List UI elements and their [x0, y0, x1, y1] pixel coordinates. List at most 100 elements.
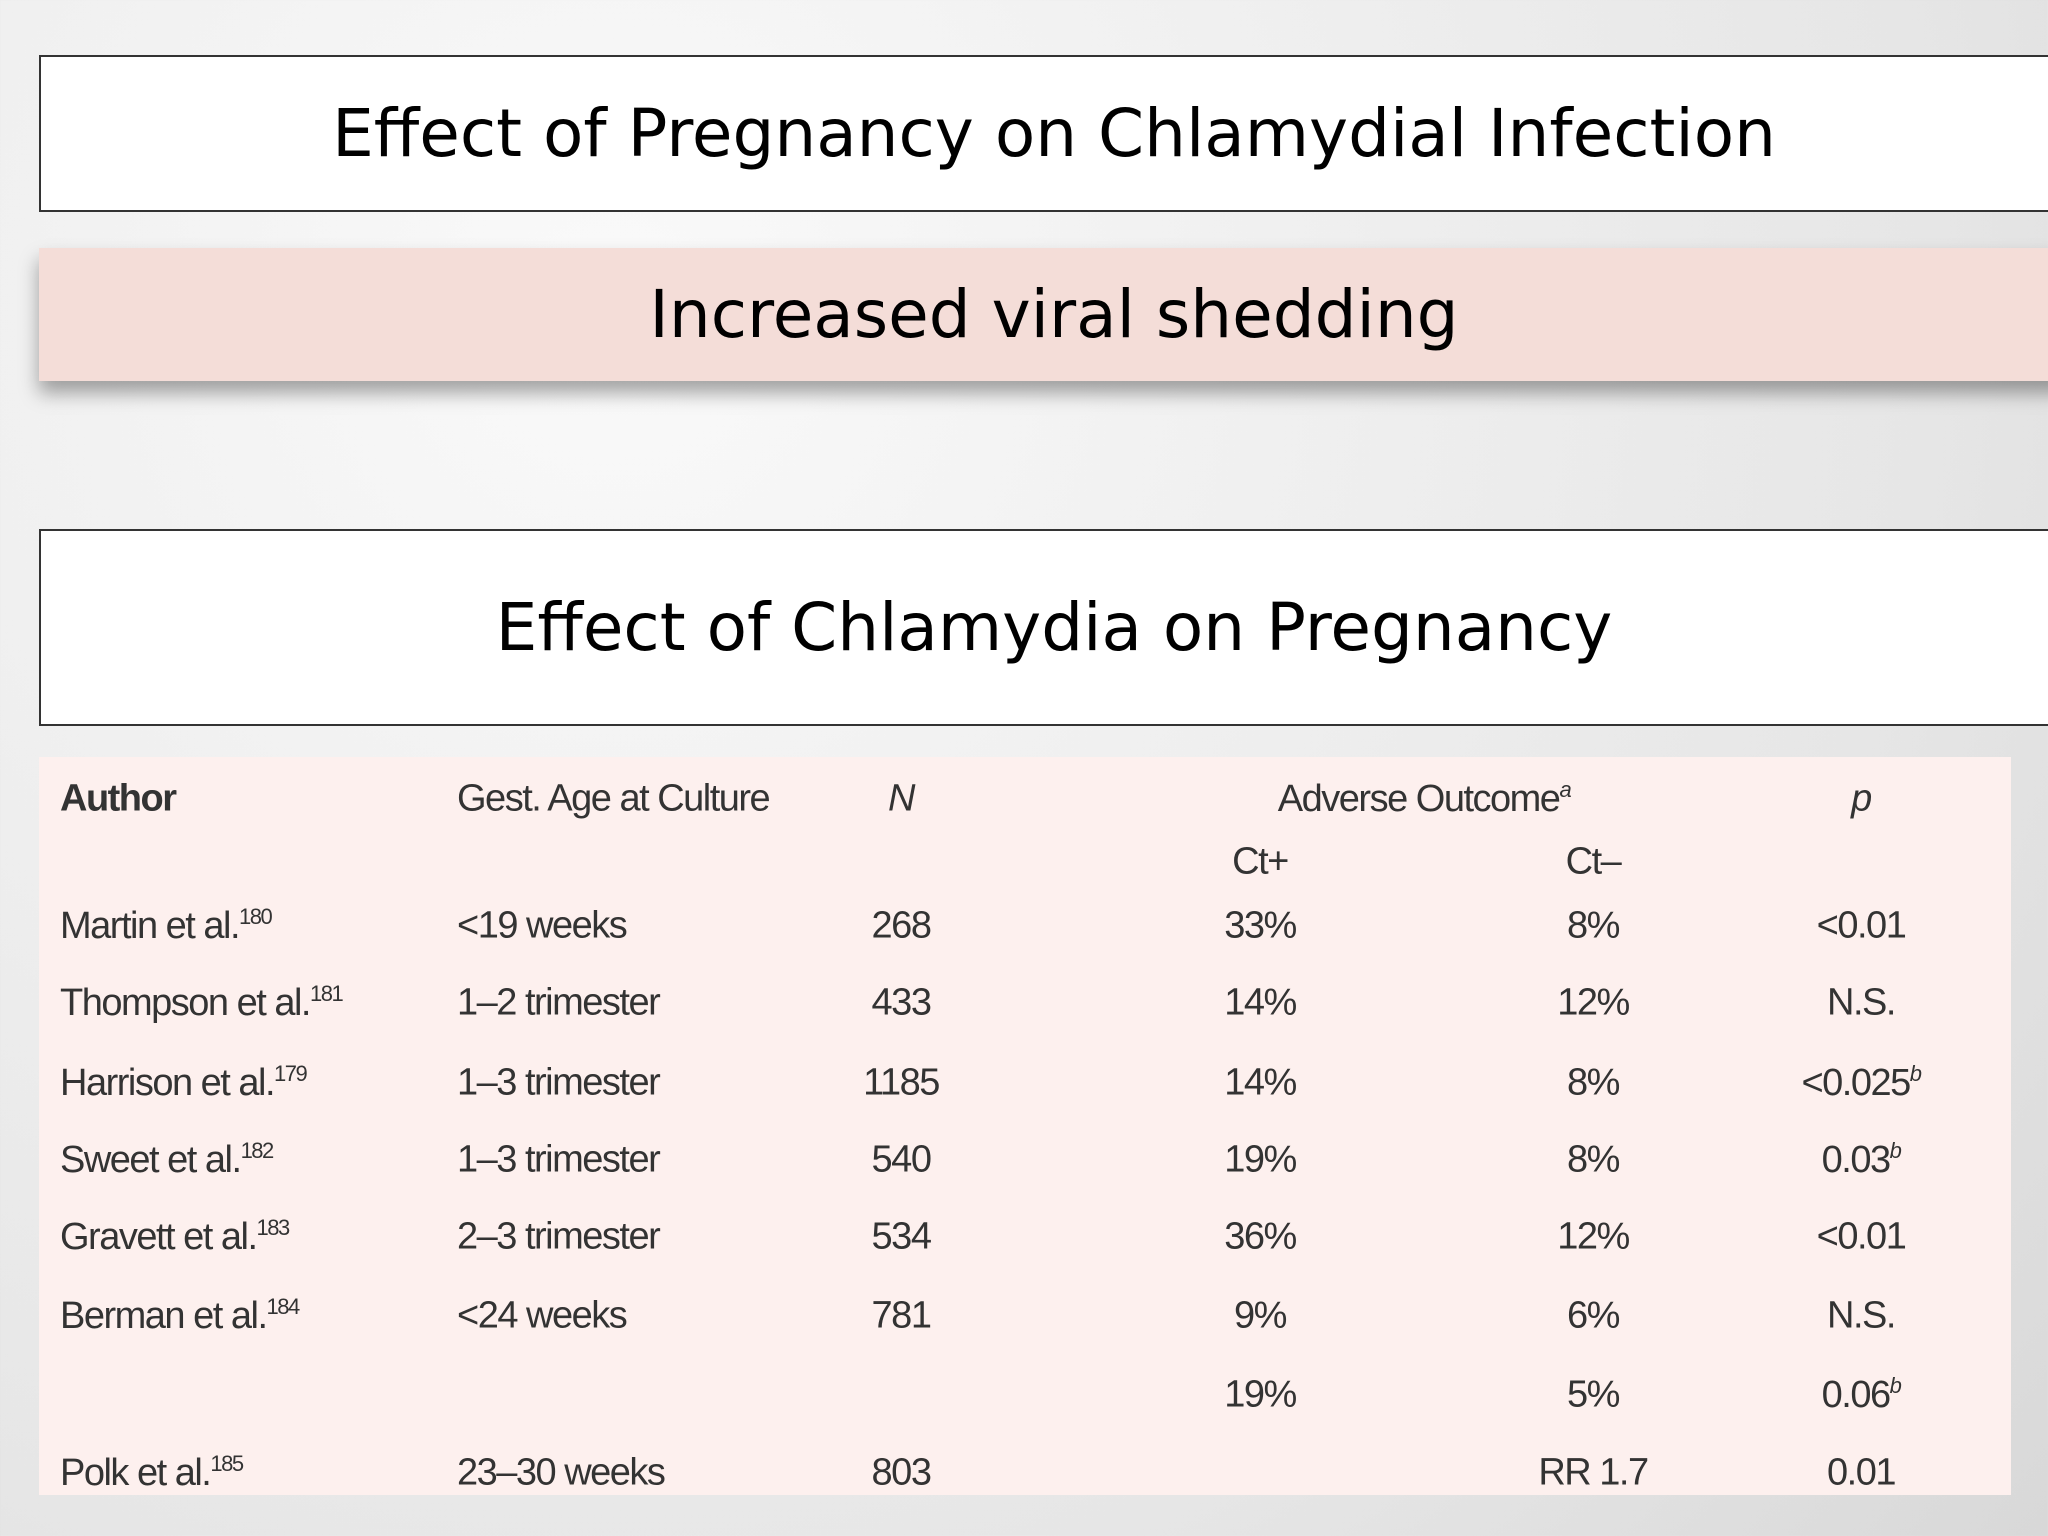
header-note: a	[1559, 777, 1571, 803]
cell-text: 33%	[1224, 904, 1297, 947]
table-cell: Sweet et al.182	[60, 1138, 275, 1182]
reference: 180	[239, 904, 273, 930]
table-cell: 0.01	[1827, 1452, 1896, 1495]
table-cell: Gravett et al.183	[60, 1215, 291, 1259]
cell-text: 8%	[1567, 1138, 1620, 1181]
header: p	[1851, 777, 1872, 821]
subheader: Ct+	[1232, 841, 1289, 884]
table-cell: 9%	[1234, 1294, 1287, 1338]
cell-text: 1–2 trimester	[457, 981, 661, 1024]
header: Author	[60, 777, 177, 821]
table-cell: Martin et al.180	[60, 904, 273, 948]
table-cell: 12%	[1557, 1216, 1630, 1259]
reference: 179	[274, 1061, 308, 1087]
footnote-mark: b	[1889, 1138, 1902, 1164]
cell-text: 23–30 weeks	[457, 1451, 666, 1494]
cell-text: Harrison et al.	[60, 1061, 276, 1104]
table-cell: 0.06b	[1821, 1373, 1902, 1417]
cell-text: Sweet et al.	[60, 1138, 242, 1181]
cell-text: <0.01	[1816, 1215, 1907, 1258]
section-box: Effect of Chlamydia on Pregnancy	[39, 529, 2048, 726]
table-cell: 2–3 trimester	[457, 1216, 661, 1259]
table-cell: 1–3 trimester	[457, 1062, 661, 1105]
table-cell: Thompson et al.181	[60, 981, 344, 1025]
table-cell: 1185	[863, 1061, 940, 1105]
cell-text: 8%	[1567, 904, 1620, 947]
table-cell: Harrison et al.179	[60, 1061, 308, 1105]
table-cell: 8%	[1567, 904, 1620, 948]
cell-text: 36%	[1224, 1215, 1297, 1258]
cell-text: Berman et al.	[60, 1294, 268, 1337]
header: N	[888, 777, 915, 821]
cell-text: Gravett et al.	[60, 1215, 258, 1258]
table-cell: 14%	[1224, 981, 1297, 1025]
header-n: N	[888, 777, 915, 820]
cell-text: 8%	[1567, 1061, 1620, 1104]
table-cell: 19%	[1224, 1373, 1297, 1417]
header-p: p	[1851, 777, 1872, 820]
footnote-mark: b	[1889, 1373, 1902, 1399]
table-cell: 33%	[1224, 904, 1297, 948]
title: Effect of Pregnancy on Chlamydial Infect…	[332, 95, 1776, 172]
cell-text: <19 weeks	[457, 904, 628, 947]
cell-text: 268	[871, 904, 932, 947]
cell-text: Thompson et al.	[60, 981, 311, 1024]
cell-text: N.S.	[1827, 1294, 1896, 1337]
cell-text: N.S.	[1827, 981, 1896, 1024]
cell-text: 0.03	[1821, 1138, 1891, 1181]
cell-text: 433	[871, 981, 932, 1024]
cell-text: 6%	[1567, 1294, 1620, 1337]
cell-text: Polk et al.	[60, 1451, 212, 1494]
table-cell: 6%	[1567, 1294, 1620, 1338]
table-cell: 5%	[1567, 1373, 1620, 1417]
table-cell: <0.025b	[1801, 1061, 1922, 1105]
cell-text: 534	[871, 1215, 932, 1258]
cell-text: 1–3 trimester	[457, 1138, 661, 1181]
cell-text: 540	[871, 1138, 932, 1181]
reference: 185	[210, 1451, 244, 1477]
cell-text: 0.06	[1821, 1373, 1891, 1416]
reference: 182	[240, 1138, 275, 1164]
table-cell: N.S.	[1827, 981, 1896, 1025]
cell-text: <0.01	[1816, 904, 1907, 947]
table-cell: <19 weeks	[457, 904, 628, 948]
header-age: Gest. Age at Culture	[457, 777, 771, 820]
table-cell: RR 1.7	[1538, 1452, 1649, 1495]
cell-text: 19%	[1224, 1373, 1297, 1416]
table-cell: 19%	[1224, 1138, 1297, 1182]
header-author: Author	[60, 777, 177, 820]
table-cell: <0.01	[1816, 1215, 1907, 1259]
cell-text: 14%	[1224, 981, 1297, 1024]
table-cell: 534	[871, 1215, 932, 1259]
table-cell: <0.01	[1816, 904, 1907, 948]
cell-text: <0.025	[1801, 1061, 1911, 1104]
cell-text: 19%	[1224, 1138, 1297, 1181]
cell-text: 803	[871, 1451, 932, 1494]
header-outcome: Adverse Outcome	[1277, 777, 1561, 820]
section-title: Effect of Chlamydia on Pregnancy	[495, 589, 1613, 666]
reference: 184	[266, 1294, 301, 1320]
title-box: Effect of Pregnancy on Chlamydial Infect…	[39, 55, 2048, 212]
table-cell: Berman et al.184	[60, 1294, 301, 1338]
cell-text: 9%	[1234, 1294, 1287, 1337]
table: Author Gest. Age at Culture N Adverse Outco…	[39, 757, 2011, 1495]
table-cell: 540	[871, 1138, 932, 1182]
reference: 181	[309, 981, 344, 1007]
header: Gest. Age at Culture	[457, 777, 771, 821]
table-cell: 268	[871, 904, 932, 948]
reference: 183	[256, 1215, 291, 1241]
subtitle: Increased viral shedding	[649, 276, 1459, 353]
table-cell: 23–30 weeks	[457, 1451, 666, 1495]
table-cell: <24 weeks	[457, 1295, 628, 1338]
table-cell: 14%	[1224, 1062, 1297, 1105]
table-cell: 1–2 trimester	[457, 981, 661, 1025]
subtitle-box: Increased viral shedding	[39, 248, 2048, 381]
table-cell: 36%	[1224, 1215, 1297, 1259]
table-cell: 8%	[1567, 1061, 1620, 1105]
subheader: Ct–	[1566, 841, 1622, 884]
cell-text: 1185	[863, 1061, 940, 1104]
table-cell: N.S.	[1827, 1294, 1896, 1338]
cell-text: 5%	[1567, 1373, 1620, 1416]
table-cell: 803	[871, 1451, 932, 1495]
footnote-mark: b	[1909, 1061, 1922, 1087]
